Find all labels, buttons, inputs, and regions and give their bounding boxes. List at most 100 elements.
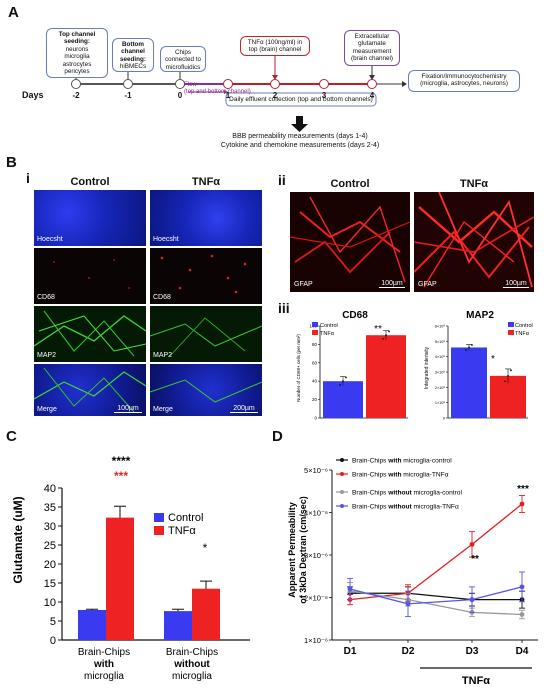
data-point [388,330,390,333]
d-sig-d3: ** [471,554,479,565]
box-glutamate: Extracellular glutamate measurement (bra… [344,30,400,66]
legend-entry: Brain-Chips with microglia-control [352,458,452,465]
box-glutamate-line: Extracellular [354,33,390,40]
y-tick-label: 15 [44,578,56,590]
x-tick-label: D4 [516,646,529,657]
micrograph-cd68-tnf: CD68 [150,248,262,304]
map2-neurites [150,317,262,357]
map2-title: MAP2 [466,310,494,321]
bar [451,347,487,418]
legend-marker [340,490,344,494]
bar [164,611,192,640]
box-fixation-line: Fixation/Immunocytochemistry [421,73,507,80]
y-tick-label: 6×10⁸ [435,325,446,329]
cd68-bars [323,330,406,418]
biii-charts: CD68 Number of CD68+ cells (per mm²) 0 20… [296,310,533,421]
effluent-label: Daily effluent collection (top and botto… [229,96,373,103]
data-point [345,376,347,379]
scale-bar: 100µm [114,405,142,413]
legend-marker [340,504,344,508]
c-group1-line: with [93,659,114,670]
day-tick: 4 [369,91,375,100]
timeline-svg [75,56,407,132]
micrograph-label: Hoecsht [153,236,179,243]
y-tick-label: 5 [50,616,56,628]
y-tick-label: 60 [312,360,318,365]
flow-arrow-head [224,90,228,94]
c-sig-small: * [203,541,208,555]
day-tick: 2 [272,91,278,100]
legend-marker [340,458,344,462]
day-marker [270,79,280,89]
day-marker [367,79,377,89]
micrograph-label: MAP2 [37,352,57,359]
measurement-line: BBB permeability measurements (days 1-4) [232,133,368,140]
legend-marker [340,472,344,476]
col-title-tnf-gfap: TNFα [459,178,489,190]
cd68-legend-swatch-tnf [312,330,318,335]
series-line [350,592,522,601]
y-tick-label: 0 [443,417,445,421]
map2-ylabel: Integrated intensity [424,346,430,389]
box-fixation-line: (microglia, astrocytes, neurons) [420,80,508,88]
series-line [349,503,523,601]
y-tick-label: 5×10⁸ [435,340,446,344]
connector-tnf-head [272,75,278,80]
micrograph-map2-tnf: MAP2 [150,306,262,362]
y-tick-label: 4×10⁻⁶ [304,509,328,518]
measurements-text: BBB permeability measurements (days 1-4)… [210,132,390,150]
data-point [471,344,473,346]
data-point [465,349,467,351]
cd68-dots [53,259,130,289]
connector-glutamate-head [369,75,375,80]
down-arrow-head [291,124,308,132]
micrograph-label: Merge [37,406,57,413]
y-tick-label: 30 [44,521,56,533]
box-top-seeding-line: microglia [64,53,90,61]
day-tick: 3 [321,91,327,100]
micrograph-label: CD68 [153,294,171,301]
box-bottom-seeding-line: hiBMECs [119,63,147,71]
box-chips-line: microfluidics [165,63,201,71]
y-tick-label: 3×10⁻⁶ [304,551,328,560]
map2-legend-control: Control [515,323,533,329]
measurement-line: Cytokine and chemokine measurements (day… [220,142,380,149]
map2-legend-swatch-tnf [508,330,514,335]
y-tick-label: 25 [44,540,56,552]
panel-b-i-letter: i [26,170,30,186]
box-bottom-seeding-title: Bottom channel seeding: [120,41,146,63]
data-point [507,374,509,377]
y-tick-label: 3×10⁸ [435,371,446,375]
gfap-fibers [414,192,534,288]
cd68-dots [160,254,247,294]
bar [490,375,526,418]
data-point [339,383,341,386]
legend-entry: Brain-Chips without microglia-control [352,490,462,497]
data-point [504,380,506,383]
bar [366,335,406,418]
panel-b-letter: B [6,154,17,171]
c-legend-tnf: TNFα [168,525,196,537]
c-group1-line: Brain-Chips [78,647,130,658]
data-point [510,369,512,372]
scale-bar: 100µm [503,280,529,288]
c-group2-line: microglia [172,671,212,682]
y-tick-label: 35 [44,502,56,514]
box-top-seeding: Top channel seeding: neurons microglia a… [46,28,108,78]
box-chips: Chips connected to microfluidics [160,46,206,72]
legend-entry: Brain-Chips with microglia-TNFα [352,472,449,479]
box-tnf-line: top (brain) channel [248,46,302,54]
cd68-legend-control: Control [320,323,338,329]
data-point [469,597,475,603]
box-top-seeding-line: neurons [65,45,89,53]
d-legend: Brain-Chips with microglia-control Brain-… [336,458,462,511]
c-group1-line: microglia [84,671,124,682]
y-tick-label: 0 [314,416,317,421]
effluent-box [225,92,377,107]
col-title-control-gfap: Control [330,178,370,190]
panel-d-chart: Apparent Permeability of 3kDa Dextran (c… [287,458,538,687]
box-fixation: Fixation/Immunocytochemistry (microglia,… [408,70,520,92]
micrograph-map2-control: MAP2 [34,306,146,362]
micrograph-label: Merge [153,406,173,413]
bar [106,517,134,640]
